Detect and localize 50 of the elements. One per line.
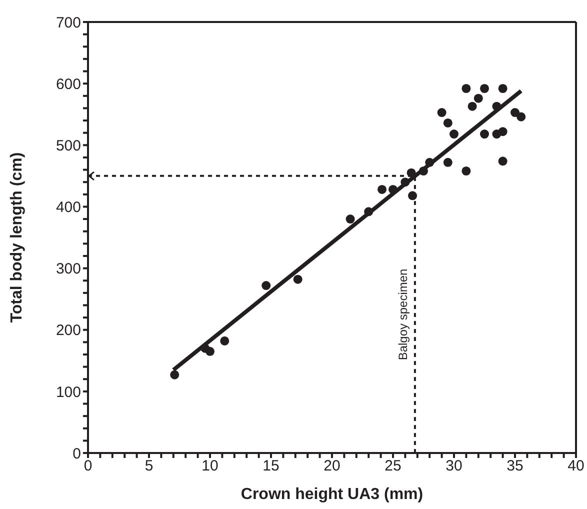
point xyxy=(293,274,302,284)
x-tick-label: 20 xyxy=(324,458,340,475)
point xyxy=(364,207,374,216)
y-tick-label: 400 xyxy=(56,199,81,216)
point xyxy=(498,127,508,136)
point xyxy=(462,166,471,176)
y-tick-label: 100 xyxy=(56,384,81,401)
x-tick-label: 10 xyxy=(202,458,218,475)
ref-line-label: Balgoy specimen xyxy=(396,268,410,360)
x-tick-label: 35 xyxy=(506,458,524,475)
y-tick-label: 200 xyxy=(56,322,81,340)
point xyxy=(418,166,428,176)
point xyxy=(406,168,416,178)
x-tick-label: 15 xyxy=(262,458,280,475)
point xyxy=(205,346,215,356)
point xyxy=(170,370,180,380)
point xyxy=(443,118,452,128)
y-tick-label: 700 xyxy=(56,14,81,32)
point xyxy=(468,102,477,111)
x-tick-label: 0 xyxy=(84,458,92,475)
x-tick-label: 25 xyxy=(384,458,402,475)
point xyxy=(516,112,526,122)
point xyxy=(462,84,471,93)
point xyxy=(378,184,387,194)
point xyxy=(474,94,483,103)
point xyxy=(449,130,459,139)
point xyxy=(492,102,502,111)
point xyxy=(388,184,398,194)
y-tick-label: 0 xyxy=(72,445,81,462)
y-tick-label: 500 xyxy=(56,137,81,154)
point xyxy=(425,158,434,167)
point xyxy=(346,214,355,224)
x-tick-label: 30 xyxy=(446,458,462,475)
point xyxy=(510,108,520,118)
point xyxy=(498,84,508,93)
point xyxy=(400,178,410,187)
x-axis-title: Crown height UA3 (mm) xyxy=(240,486,424,503)
point xyxy=(443,158,452,167)
y-tick-label: 300 xyxy=(56,260,81,278)
x-tick-label: 5 xyxy=(144,458,154,475)
point xyxy=(408,191,418,200)
y-tick-label: 600 xyxy=(56,76,81,93)
point xyxy=(480,130,490,139)
point xyxy=(262,281,271,290)
point xyxy=(498,156,508,166)
point xyxy=(220,336,230,346)
point xyxy=(437,108,446,118)
x-tick-label: 40 xyxy=(568,458,584,475)
point xyxy=(480,84,490,93)
y-axis-title: Total body length (cm) xyxy=(8,152,26,323)
